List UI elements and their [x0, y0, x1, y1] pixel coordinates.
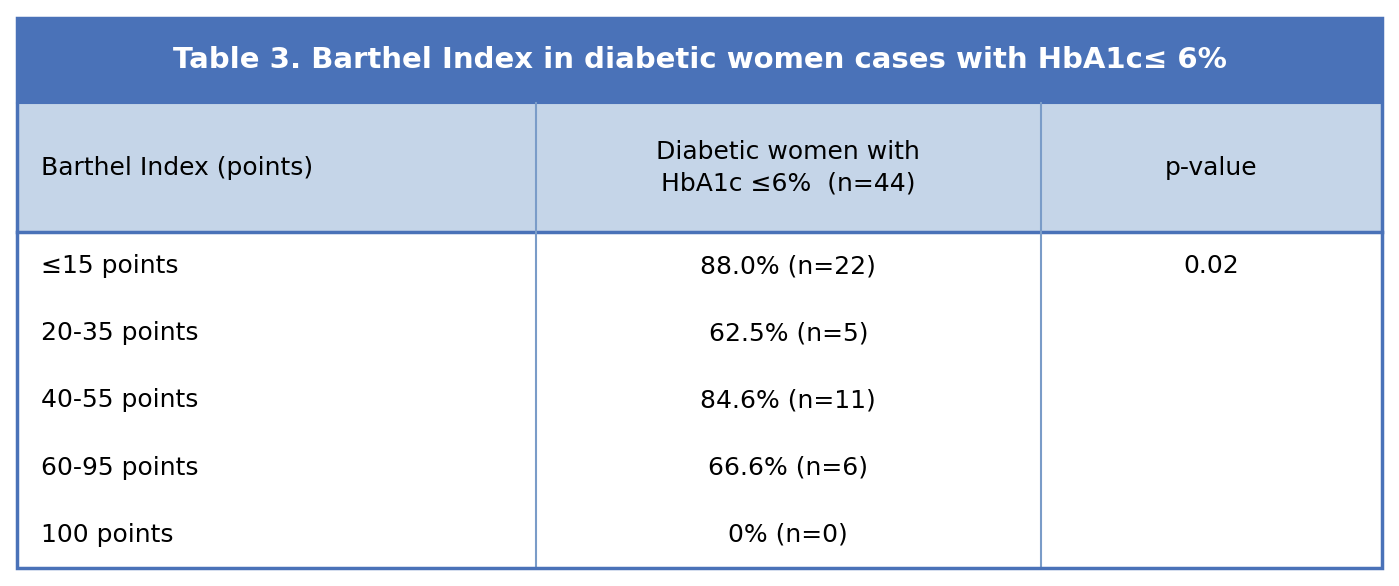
Text: Barthel Index (points): Barthel Index (points) [42, 156, 313, 180]
Text: 0% (n=0): 0% (n=0) [729, 523, 848, 547]
Text: 84.6% (n=11): 84.6% (n=11) [701, 389, 876, 413]
Text: Diabetic women with
HbA1c ≤6%  (n=44): Diabetic women with HbA1c ≤6% (n=44) [656, 140, 921, 196]
Text: 66.6% (n=6): 66.6% (n=6) [708, 456, 869, 479]
Text: 20-35 points: 20-35 points [42, 321, 199, 345]
Text: Table 3. Barthel Index in diabetic women cases with HbA1c≤ 6%: Table 3. Barthel Index in diabetic women… [172, 46, 1227, 74]
Text: 88.0% (n=22): 88.0% (n=22) [701, 254, 876, 278]
Bar [17, 233, 1382, 568]
Text: 0.02: 0.02 [1184, 254, 1240, 278]
Bar [17, 103, 1382, 233]
Text: p-value: p-value [1165, 156, 1258, 180]
Text: 62.5% (n=5): 62.5% (n=5) [708, 321, 867, 345]
Text: ≤15 points: ≤15 points [42, 254, 179, 278]
Text: 40-55 points: 40-55 points [42, 389, 199, 413]
Bar [17, 18, 1382, 103]
Text: 60-95 points: 60-95 points [42, 456, 199, 479]
Text: 100 points: 100 points [42, 523, 173, 547]
